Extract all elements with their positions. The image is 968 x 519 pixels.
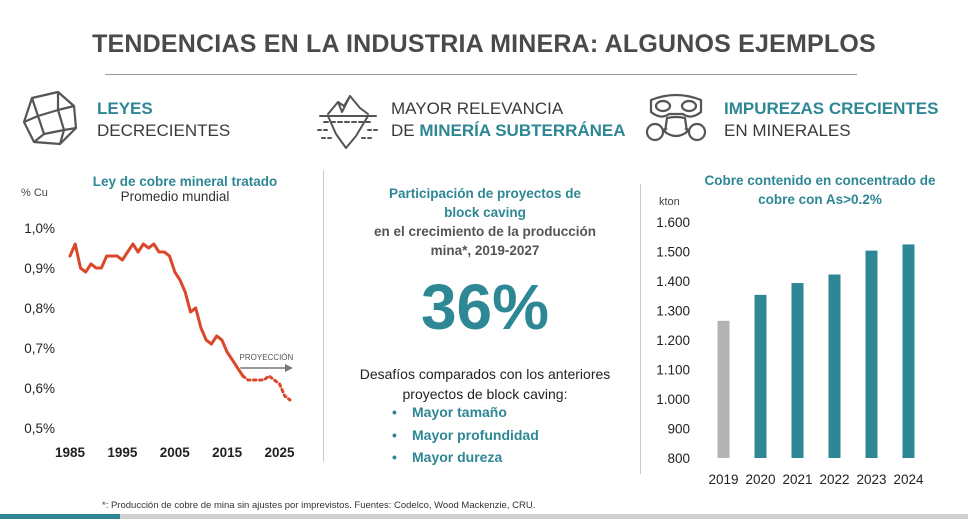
header-subterranea: MAYOR RELEVANCIA DE MINERÍA SUBTERRÁNEA	[391, 98, 626, 142]
page-title: TENDENCIAS EN LA INDUSTRIA MINERA: ALGUN…	[92, 30, 876, 58]
header-subterranea-line1: MAYOR RELEVANCIA	[391, 99, 564, 118]
x-tick-label: 2021	[782, 472, 812, 487]
header-leyes-line1: LEYES	[97, 99, 153, 118]
gas-mask-icon	[645, 93, 707, 142]
desafios-line1: Desafíos comparados con los anteriores	[359, 366, 611, 382]
x-tick-label: 2019	[708, 472, 738, 487]
x-tick-label: 2015	[212, 445, 243, 460]
x-tick-label: 2005	[160, 445, 191, 460]
projection-annotation: PROYECCIÓN	[240, 353, 294, 362]
y-tick-label: 0,7%	[24, 341, 55, 356]
header-subterranea-bold: MINERÍA SUBTERRÁNEA	[419, 121, 626, 140]
y-tick-label: 0,6%	[24, 381, 55, 396]
title-divider	[105, 74, 857, 75]
bar-2024	[902, 244, 915, 458]
desafios-line2: proyectos de block caving:	[402, 386, 568, 402]
middle-subtitle: en el crecimiento de la producción mina*…	[340, 222, 630, 260]
bottom-bar	[0, 514, 968, 519]
x-tick-label: 2024	[893, 472, 924, 487]
y-tick-label: 0,9%	[24, 261, 55, 276]
y-tick-label: 900	[667, 422, 690, 437]
desafios-list: • Mayor tamaño • Mayor profundidad • Mayor …	[392, 401, 539, 469]
middle-title: Participación de proyectos de block cavi…	[340, 184, 630, 222]
y-tick-label: 1.400	[656, 274, 690, 289]
y-tick-label: 1,0%	[24, 221, 55, 236]
middle-title-line2: block caving	[444, 205, 526, 220]
x-tick-label: 2023	[856, 472, 886, 487]
block-caving-percentage: 36%	[420, 271, 550, 343]
line-chart: 1,0% 0,9% 0,8% 0,7% 0,6% 0,5%1985 1995 2005 2015…	[24, 221, 296, 460]
bar-2019	[717, 320, 730, 458]
list-item: • Mayor dureza	[392, 449, 503, 465]
list-item: • Mayor tamaño	[392, 404, 507, 420]
y-tick-label: 800	[667, 451, 690, 466]
bar-chart-title: Cobre contenido en concentrado de cobre …	[704, 173, 936, 207]
x-tick-label: 1995	[107, 445, 138, 460]
line-chart-ylabel: % Cu	[21, 187, 48, 199]
bottom-bar-accent	[0, 514, 120, 519]
bar-2020	[754, 294, 767, 458]
middle-sub-line1: en el crecimiento de la producción	[373, 224, 597, 239]
y-tick-label: 1.500	[656, 245, 690, 260]
bar-chart-ylabel: kton	[659, 196, 680, 208]
series-line-historical	[68, 242, 245, 378]
bar-chart: 1.600 1.500 1.400 1.300 1.200 1.100 1.000 900 80…	[656, 215, 924, 487]
x-tick-label: 2020	[745, 472, 775, 487]
y-tick-label: 1.300	[656, 304, 690, 319]
header-leyes: LEYES DECRECIENTES	[97, 98, 230, 142]
header-impurezas-line1: IMPUREZAS CRECIENTES	[724, 99, 939, 118]
line-chart-subtitle: Promedio mundial	[120, 189, 230, 204]
y-tick-label: 1.600	[656, 215, 690, 230]
list-item-label: Mayor profundidad	[412, 426, 539, 443]
separator-right	[640, 184, 641, 474]
series-line-projection	[241, 374, 292, 402]
projection-arrow-head	[285, 364, 293, 372]
bar-2022	[828, 274, 841, 458]
bar-2021	[791, 283, 804, 458]
iceberg-icon	[317, 95, 379, 149]
rock-icon	[22, 90, 78, 146]
middle-sub-line2: mina*, 2019-2027	[430, 243, 540, 258]
desafios-text: Desafíos comparados con los anteriores p…	[320, 364, 650, 404]
list-item-label: Mayor tamaño	[412, 404, 507, 420]
header-leyes-line2: DECRECIENTES	[97, 121, 231, 140]
y-tick-label: 0,8%	[24, 301, 55, 316]
y-tick-label: 1.200	[656, 333, 690, 348]
line-chart-title: Ley de cobre mineral tratado	[92, 174, 278, 189]
header-impurezas-line2: EN MINERALES	[724, 121, 851, 140]
bar-2023	[865, 250, 878, 458]
y-tick-label: 1.000	[656, 392, 690, 407]
list-item: • Mayor profundidad	[392, 426, 539, 443]
x-tick-label: 2025	[265, 445, 296, 460]
separator-left	[323, 170, 324, 462]
header-impurezas: IMPUREZAS CRECIENTES EN MINERALES	[724, 98, 938, 142]
y-tick-label: 1.100	[656, 363, 690, 378]
middle-title-line1: Participación de proyectos de	[388, 186, 582, 201]
header-subterranea-prefix: DE	[391, 121, 420, 140]
x-tick-label: 1985	[55, 445, 86, 460]
footnote: *: Producción de cobre de mina sin ajust…	[102, 500, 536, 511]
list-item-label: Mayor dureza	[412, 449, 503, 465]
x-tick-label: 2022	[819, 472, 849, 487]
y-tick-label: 0,5%	[24, 421, 55, 436]
